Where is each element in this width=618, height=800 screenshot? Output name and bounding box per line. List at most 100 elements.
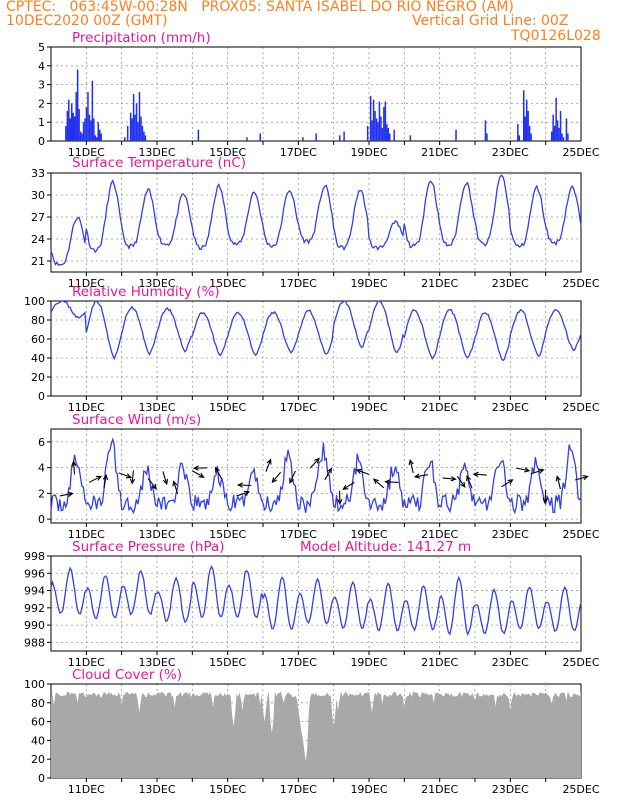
wind-arrow <box>342 481 355 490</box>
wind-arrow <box>265 459 272 472</box>
precip-bar <box>129 112 132 141</box>
precip-bar <box>143 131 145 141</box>
precip-bar <box>81 133 83 141</box>
precip-bar <box>141 125 144 141</box>
cloud-cover-area <box>51 691 581 778</box>
x-tick-label: 23DEC <box>492 783 529 796</box>
wind-arrow <box>501 479 513 488</box>
wind-arrow-head <box>582 475 589 481</box>
wind-arrow <box>324 468 332 481</box>
precip-bar <box>374 110 376 141</box>
precip-bar <box>140 116 142 141</box>
precip-bar <box>530 133 532 141</box>
wind-arrow-head <box>214 466 220 473</box>
precip-bar <box>85 107 88 141</box>
x-tick-label: 11DEC <box>68 528 105 541</box>
x-tick-label: 11DEC <box>68 656 105 669</box>
precip-bar <box>384 101 387 141</box>
header-line1: CPTEC: 063:45W-00:28N PROX05: SANTA ISAB… <box>6 0 514 15</box>
y-tick-label: 80 <box>31 314 45 327</box>
y-tick-label: 60 <box>31 716 45 729</box>
precip-bar <box>131 118 133 141</box>
precip-bar <box>94 135 97 141</box>
y-tick-label: 21 <box>31 255 45 268</box>
x-tick-label: 15DEC <box>209 528 246 541</box>
precip-bar <box>96 137 98 141</box>
x-tick-label: 25DEC <box>562 401 599 414</box>
precip-bar <box>383 107 385 141</box>
precip-bar <box>65 125 67 141</box>
x-tick-label: 19DEC <box>350 783 387 796</box>
x-tick-label: 19DEC <box>350 401 387 414</box>
x-tick-label: 23DEC <box>492 656 529 669</box>
wind-arrow-head <box>129 478 136 485</box>
y-tick-label: 0 <box>38 390 45 403</box>
x-tick-label: 25DEC <box>562 783 599 796</box>
wind-arrow <box>356 469 370 475</box>
x-tick-label: 25DEC <box>562 528 599 541</box>
precip-bar <box>338 135 341 141</box>
wind-arrow <box>574 475 588 481</box>
precip-bar <box>84 118 86 141</box>
x-tick-label: 21DEC <box>421 146 458 159</box>
y-tick-label: 60 <box>31 333 45 346</box>
y-tick-label: 0 <box>38 135 45 148</box>
wind-arrow <box>289 470 296 483</box>
precip-bar <box>409 135 412 141</box>
x-tick-label: 23DEC <box>492 277 529 290</box>
y-tick-label: 994 <box>24 585 45 598</box>
y-tick-label: 5 <box>38 41 45 54</box>
y-tick-label: 100 <box>24 678 45 691</box>
precip-bar <box>76 69 79 141</box>
precip-bar <box>71 103 73 141</box>
precip-bar <box>389 133 391 141</box>
wind-arrow-head <box>71 460 77 467</box>
x-tick-label: 25DEC <box>562 277 599 290</box>
wind-arrow-head <box>555 475 561 482</box>
wind-arrow-head <box>271 477 278 484</box>
x-tick-label: 19DEC <box>350 656 387 669</box>
y-tick-label: 2 <box>38 487 45 500</box>
y-tick-label: 100 <box>24 295 45 308</box>
temperature-series <box>50 174 582 266</box>
precip-bar <box>369 95 372 141</box>
precip-bar <box>79 131 82 141</box>
precip-bar <box>343 131 345 141</box>
x-tick-label: 21DEC <box>421 528 458 541</box>
wind-arrow <box>556 476 561 490</box>
precip-bar <box>100 133 102 141</box>
panel-frame <box>50 300 582 397</box>
header-grid-note: Vertical Grid Line: 00Z <box>412 13 569 29</box>
y-tick-label: 992 <box>24 602 45 615</box>
y-tick-label: 988 <box>24 636 45 649</box>
x-tick-label: 15DEC <box>209 277 246 290</box>
precip-bar <box>144 135 147 141</box>
wind-arrow-head <box>192 465 199 471</box>
precip-bar <box>527 110 529 141</box>
y-tick-label: 40 <box>31 734 45 747</box>
wind-arrow <box>409 460 414 473</box>
wind-arrow-head <box>162 478 169 486</box>
precip-bar <box>87 92 89 141</box>
y-tick-label: 24 <box>31 233 45 246</box>
wind-arrow <box>309 458 320 469</box>
x-tick-label: 21DEC <box>421 783 458 796</box>
x-tick-label: 11DEC <box>68 783 105 796</box>
panel-frame <box>50 428 582 524</box>
precip-bar <box>66 110 69 141</box>
wind-arrow <box>215 467 223 480</box>
x-tick-label: 11DEC <box>68 401 105 414</box>
wind-speed-series <box>50 437 582 515</box>
wind-arrow-head <box>266 458 272 465</box>
precip-bar <box>88 114 91 141</box>
y-tick-label: 996 <box>24 567 45 580</box>
y-tick-label: 30 <box>31 189 45 202</box>
precip-bar <box>73 116 76 141</box>
y-tick-label: 998 <box>24 550 45 563</box>
wind-arrow-head <box>95 475 103 481</box>
humidity-series <box>50 300 582 362</box>
wind-arrow <box>456 476 466 488</box>
wind-arrow <box>516 467 530 472</box>
wind-arrow <box>466 476 473 489</box>
